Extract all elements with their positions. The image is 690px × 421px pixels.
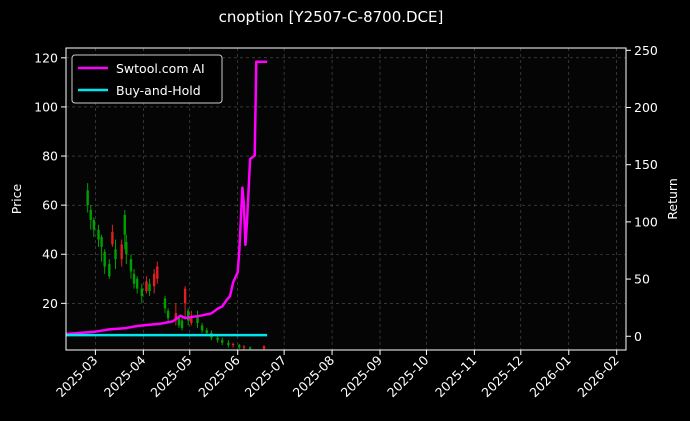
plot-frame	[65, 47, 627, 351]
candle-body	[148, 283, 151, 292]
candle-body	[180, 320, 184, 328]
candle-body	[166, 310, 170, 319]
y-tick-label: 40	[42, 247, 58, 262]
candle-body	[92, 219, 96, 230]
candle-body	[248, 347, 252, 349]
candle-body	[125, 241, 128, 255]
right-axis: 0 50 100 150 200 250	[626, 43, 658, 344]
series-line-ai	[65, 60, 268, 336]
legend-label-bh: Buy-and-Hold	[116, 83, 201, 98]
y-tick-label: 20	[42, 296, 58, 311]
y-tick-label: 120	[34, 50, 58, 65]
candle-body	[123, 214, 126, 235]
candle-body	[205, 330, 208, 333]
candle-body	[187, 310, 190, 321]
y2-tick-label: 250	[634, 43, 658, 58]
candle-body	[97, 229, 100, 240]
candle-body	[108, 264, 111, 277]
grid	[66, 48, 626, 350]
candle-body	[227, 342, 230, 346]
candle-body	[221, 340, 224, 343]
y2-tick-label: 0	[634, 329, 642, 344]
candle-body	[190, 315, 193, 323]
candle-body	[177, 318, 181, 326]
candle-body	[86, 190, 89, 206]
candle-body	[111, 232, 114, 245]
candle-body	[120, 244, 123, 260]
candle-body	[242, 346, 246, 348]
y-tick-label: 60	[42, 198, 58, 213]
candle-body	[129, 259, 133, 272]
candle-body	[216, 337, 219, 341]
candle-body	[196, 315, 199, 323]
candle-body	[231, 343, 235, 346]
candle-body	[100, 237, 103, 247]
candle-body	[135, 278, 139, 289]
candlesticks	[86, 183, 266, 350]
legend-label-ai: Swtool.com AI	[116, 61, 205, 76]
y-tick-label: 80	[42, 149, 58, 164]
y-tick-label: 100	[34, 99, 58, 114]
y2-tick-label: 100	[634, 214, 658, 229]
candle-body	[132, 273, 136, 284]
candle-body	[103, 251, 106, 267]
y2-tick-label: 150	[634, 157, 658, 172]
left-axis: 20 40 60 80 100 120	[34, 50, 66, 311]
candle-body	[145, 281, 148, 292]
candle-body	[140, 288, 144, 296]
candle-body	[262, 346, 266, 349]
candle-body	[174, 313, 178, 321]
candle-body	[156, 266, 159, 279]
y2-tick-label: 200	[634, 100, 658, 115]
candle-body	[114, 249, 117, 260]
legend-box	[71, 54, 223, 104]
candle-body	[183, 288, 187, 304]
candle-body	[200, 325, 204, 331]
legend: Swtool.com AI Buy-and-Hold	[71, 54, 223, 104]
y-axis-label: Price	[9, 183, 24, 214]
candle-body	[238, 345, 241, 348]
candle-body	[152, 273, 156, 287]
y2-tick-label: 50	[634, 272, 650, 287]
candle-body	[89, 210, 92, 220]
candle-body	[163, 298, 167, 309]
y2-axis-label: Return	[665, 178, 680, 219]
chart-title: cnoption [Y2507-C-8700.DCE]	[219, 8, 444, 26]
series-lines	[65, 60, 268, 337]
